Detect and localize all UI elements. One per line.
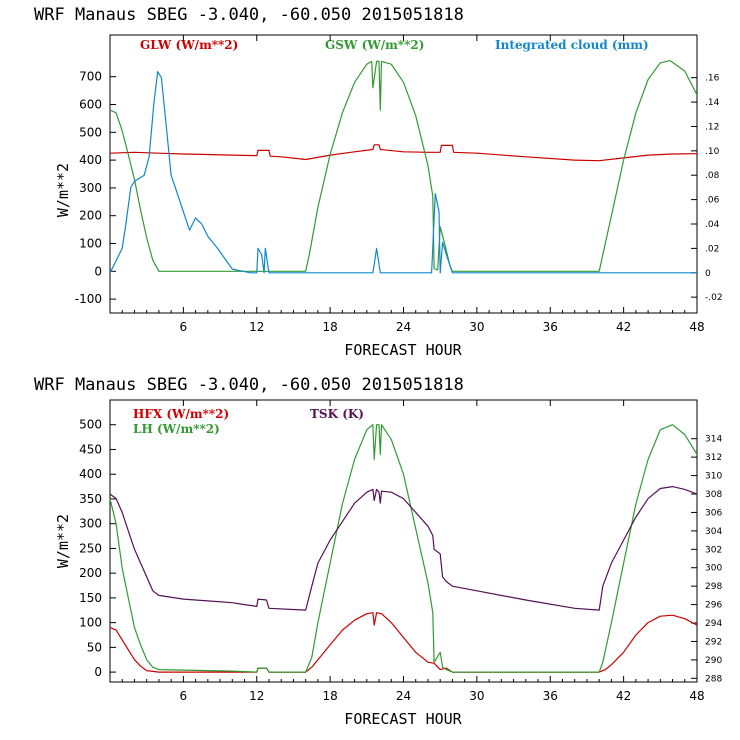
panel2-ytick-label: 150	[79, 591, 102, 605]
panel2-ylabel: W/m**2	[54, 514, 72, 568]
panel1-y2tick-label: .14	[705, 98, 720, 108]
panel1-xtick-label: 6	[180, 320, 188, 334]
panel2-ytick-label: 500	[79, 418, 102, 432]
panel1-title: WRF Manaus SBEG -3.040, -60.050 20150518…	[34, 5, 464, 25]
panel2-ytick-label: 0	[94, 665, 102, 679]
panel2-xtick-label: 12	[249, 689, 264, 703]
panel1-y2tick-label: .02	[705, 244, 719, 254]
panel1-ytick-label: 200	[79, 209, 102, 223]
panel2-ytick-label: 400	[79, 467, 102, 481]
panel1-legend-cloud: Integrated cloud (mm)	[495, 38, 649, 52]
panel1-ytick-label: -100	[75, 292, 102, 306]
panel2-y2tick-label: 292	[705, 637, 722, 647]
panel1-ytick-label: 700	[79, 70, 102, 84]
panel2-y2tick-label: 298	[705, 582, 722, 592]
panel1-y2tick-label: .12	[705, 122, 719, 132]
panel2-xtick-label: 30	[469, 689, 484, 703]
panel1-series-glw-line	[109, 144, 698, 162]
panel2-xtick-label: 24	[396, 689, 411, 703]
panel2-y2tick-label: 294	[705, 619, 722, 629]
panel1-xtick-label: 12	[249, 320, 264, 334]
panel2-series-hfx-line	[109, 612, 698, 673]
panel2-y2tick-label: 312	[705, 453, 722, 463]
panel1-xtick-label: 24	[396, 320, 411, 334]
panel2-title: WRF Manaus SBEG -3.040, -60.050 20150518…	[34, 375, 464, 395]
panel1-ytick-label: 600	[79, 98, 102, 112]
panel2-ytick-label: 250	[79, 541, 102, 555]
panel2-series-lh-line	[109, 424, 698, 673]
panel2-xtick-label: 42	[616, 689, 631, 703]
panel1-legend-gsw: GSW (W/m**2)	[325, 38, 424, 52]
panel1-xtick-label: 18	[322, 320, 337, 334]
panel2-xtick-label: 36	[543, 689, 558, 703]
panel2-ytick-label: 350	[79, 492, 102, 506]
panel1-xlabel: FORECAST HOUR	[344, 341, 462, 359]
panel2-legend-lh: LH (W/m**2)	[133, 422, 220, 436]
panel2-ytick-label: 50	[87, 640, 102, 654]
panel2-y2tick-label: 310	[705, 472, 722, 482]
panel2-ytick-label: 450	[79, 442, 102, 456]
panel1-ylabel: W/m**2	[54, 163, 72, 217]
panel1-y2tick-label: .10	[705, 147, 720, 157]
panel1-xtick-label: 42	[616, 320, 631, 334]
panel1-ytick-label: 0	[94, 264, 102, 278]
panel1-y2tick-label: -.02	[705, 293, 723, 303]
panel1-xtick-label: 36	[543, 320, 558, 334]
panel2-y2tick-label: 296	[705, 601, 722, 611]
panel2-y2tick-label: 306	[705, 508, 722, 518]
panel2-xtick-label: 6	[180, 689, 188, 703]
panel2-y2tick-label: 290	[705, 656, 722, 666]
panel2-legend-hfx: HFX (W/m**2)	[133, 407, 229, 421]
panel2-y2tick-label: 302	[705, 545, 722, 555]
panel2-legend-tsk: TSK (K)	[310, 407, 364, 421]
panel2-xtick-label: 48	[689, 689, 704, 703]
panel2-series-tsk-line	[109, 486, 698, 611]
panel1-series-cld-line	[109, 71, 697, 274]
panel1-y2tick-label: 0	[705, 269, 711, 279]
panel2-y2tick-label: 308	[705, 490, 722, 500]
panel2-y2tick-label: 288	[705, 674, 722, 684]
panel2-y2tick-label: 304	[705, 527, 722, 537]
panel2-frame	[109, 399, 698, 683]
panel1-xtick-label: 48	[689, 320, 704, 334]
panel1-ytick-label: 400	[79, 153, 102, 167]
panel2-ytick-label: 100	[79, 616, 102, 630]
panel1-legend-glw: GLW (W/m**2)	[140, 38, 238, 52]
panel1-series-gsw-line	[109, 60, 698, 272]
panel1-y2tick-label: .16	[705, 74, 720, 84]
panel1-y2tick-label: .04	[705, 220, 720, 230]
panel2-y2tick-label: 314	[705, 435, 722, 445]
panel2-y2tick-label: 300	[705, 564, 722, 574]
panel2-xtick-label: 18	[322, 689, 337, 703]
panel1-ytick-label: 100	[79, 237, 102, 251]
panel1-y2tick-label: .06	[705, 196, 720, 206]
panel1-ytick-label: 300	[79, 181, 102, 195]
panel1-ytick-label: 500	[79, 125, 102, 139]
panel1-xtick-label: 30	[469, 320, 484, 334]
panel2-xlabel: FORECAST HOUR	[344, 710, 462, 728]
panel1-y2tick-label: .08	[705, 171, 720, 181]
panel2-ytick-label: 200	[79, 566, 102, 580]
panel2-ytick-label: 300	[79, 517, 102, 531]
